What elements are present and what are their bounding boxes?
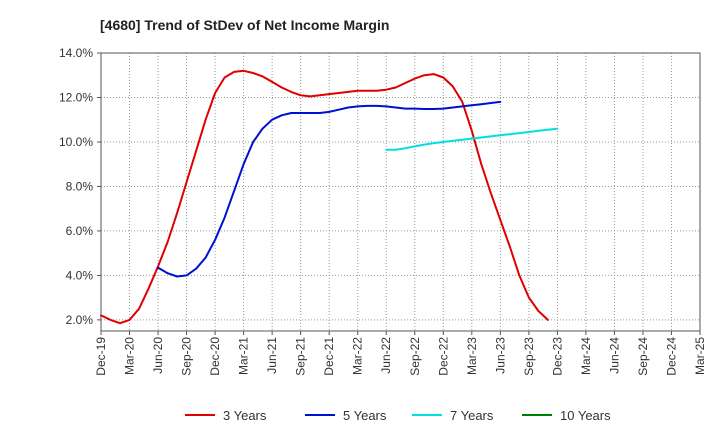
y-tick-label: 2.0% [66,313,94,327]
y-tick-label: 6.0% [66,224,94,238]
x-tick-label: Sep-23 [522,337,536,376]
y-tick-label: 14.0% [59,46,93,60]
x-tick-label: Jun-24 [607,337,621,374]
axes: 2.0% 4.0% 6.0% 8.0% 10.0% 12.0% 14.0% Dec-19 Mar… [59,46,707,376]
x-tick-label: Sep-20 [180,337,194,376]
x-tick-label: Jun-23 [493,337,507,374]
x-tick-label: Sep-21 [294,337,308,376]
x-tick-label: Jun-21 [265,337,279,374]
legend-label-10-years: 10 Years [560,408,611,423]
y-tick-label: 10.0% [59,135,93,149]
series-lines [100,69,559,325]
x-tick-label: Mar-22 [351,337,365,375]
x-tick-label: Mar-23 [465,337,479,375]
x-tick-label: Dec-21 [322,337,336,376]
x-tick-label: Jun-22 [379,337,393,374]
y-tick-label: 4.0% [66,268,94,282]
chart-title: [4680] Trend of StDev of Net Income Marg… [100,17,389,33]
x-tick-label: Mar-25 [693,337,707,375]
x-tick-label: Dec-22 [436,337,450,376]
series-line-7-years [385,127,559,151]
legend-label-3-years: 3 Years [223,408,267,423]
x-tick-label: Mar-21 [237,337,251,375]
legend-label-5-years: 5 Years [343,408,387,423]
grid [101,52,700,331]
y-tick-label: 12.0% [59,90,93,104]
series-line-5-years [157,100,502,278]
legend: 3 Years 5 Years 7 Years 10 Years [185,408,611,423]
x-tick-label: Sep-22 [408,337,422,376]
x-tick-label: Sep-24 [636,337,650,376]
legend-label-7-years: 7 Years [450,408,494,423]
x-tick-label: Dec-24 [664,337,678,376]
x-tick-label: Dec-19 [94,337,108,376]
x-tick-label: Jun-20 [151,337,165,374]
x-tick-label: Dec-20 [208,337,222,376]
y-tick-label: 8.0% [66,179,94,193]
x-tick-label: Mar-24 [579,337,593,375]
x-tick-label: Mar-20 [123,337,137,375]
x-tick-label: Dec-23 [550,337,564,376]
plot-frame [100,52,701,332]
series-line-3-years [100,69,549,325]
